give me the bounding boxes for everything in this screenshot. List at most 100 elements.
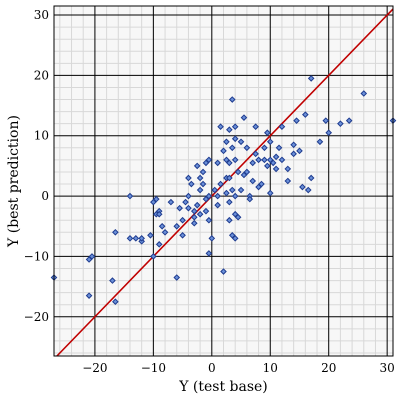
data-point	[252, 123, 259, 130]
data-point	[296, 147, 303, 155]
data-point	[196, 186, 204, 194]
data-point	[202, 207, 210, 215]
data-point	[155, 210, 163, 218]
data-point	[176, 204, 183, 212]
data-points	[50, 75, 397, 305]
data-point	[220, 268, 227, 275]
data-point	[266, 189, 274, 197]
data-point	[190, 213, 198, 221]
data-point	[214, 201, 221, 209]
data-point	[205, 216, 213, 224]
data-point	[261, 144, 268, 152]
data-point	[179, 232, 186, 239]
data-point	[228, 186, 236, 194]
data-point	[205, 156, 213, 164]
data-point	[202, 159, 210, 167]
data-point	[179, 216, 186, 224]
y-tick-label: −10	[24, 249, 49, 263]
data-point	[266, 156, 274, 164]
data-point	[231, 135, 239, 143]
data-point	[231, 156, 239, 164]
data-point	[220, 147, 227, 155]
data-point	[185, 204, 192, 212]
data-point	[226, 174, 233, 182]
x-tick-label: 0	[208, 361, 216, 375]
data-point	[150, 198, 157, 206]
data-point	[228, 232, 236, 239]
data-point	[85, 256, 93, 263]
data-point	[126, 235, 134, 242]
y-tick-label: 20	[34, 68, 49, 82]
data-point	[126, 192, 134, 200]
data-point	[345, 117, 353, 124]
data-point	[304, 186, 312, 194]
data-point	[182, 198, 189, 206]
data-point	[226, 216, 233, 224]
data-point	[278, 156, 286, 164]
data-point	[228, 144, 236, 152]
plot-frame	[53, 5, 394, 357]
x-tick-label: 10	[263, 361, 278, 375]
data-point	[193, 201, 201, 209]
identity-reference-line	[56, 8, 394, 357]
data-point	[199, 180, 207, 188]
data-point	[264, 162, 271, 170]
data-point	[231, 192, 239, 200]
y-tick-label: −20	[24, 310, 49, 324]
major-grid	[54, 6, 393, 356]
x-tick-label: −10	[141, 361, 166, 375]
data-point	[269, 159, 277, 167]
y-tick-label: 0	[41, 189, 49, 203]
data-point	[190, 207, 198, 215]
data-point	[278, 123, 286, 130]
data-point	[337, 120, 344, 127]
data-point	[112, 298, 119, 305]
data-point	[152, 195, 160, 203]
data-point	[307, 75, 315, 82]
data-point	[223, 138, 230, 146]
data-point	[293, 117, 300, 124]
data-point	[205, 192, 213, 200]
data-point	[185, 174, 192, 182]
data-point	[290, 141, 297, 149]
data-point	[211, 186, 219, 194]
data-point	[299, 183, 306, 191]
x-tick-label: −20	[82, 361, 107, 375]
y-tick-label: 10	[34, 129, 49, 143]
data-point	[214, 159, 221, 167]
data-point	[190, 219, 198, 227]
data-point	[246, 195, 254, 203]
data-point	[155, 241, 163, 248]
data-point	[240, 171, 248, 179]
data-point	[231, 210, 239, 218]
data-point	[325, 129, 333, 137]
data-point	[360, 90, 368, 97]
data-point	[208, 235, 216, 242]
data-point	[272, 153, 280, 161]
data-point	[138, 235, 145, 242]
data-point	[261, 156, 268, 164]
data-point	[290, 150, 297, 158]
y-tick-labels: −20 −10 0 10 20 30	[24, 8, 49, 324]
data-point	[284, 177, 292, 185]
y-tick-label: 30	[34, 8, 49, 22]
data-point	[264, 129, 271, 137]
data-point	[202, 195, 210, 203]
data-point	[226, 159, 233, 167]
x-tick-label: 30	[380, 361, 395, 375]
data-point	[258, 180, 265, 188]
data-point	[234, 213, 242, 221]
data-point	[196, 174, 204, 182]
x-axis-title: Y (test base)	[178, 379, 268, 395]
data-point	[255, 183, 262, 191]
data-point	[237, 138, 245, 146]
data-point	[188, 180, 195, 188]
data-point	[252, 150, 259, 158]
data-point	[255, 156, 262, 164]
data-point	[226, 198, 233, 206]
data-point	[167, 198, 175, 206]
data-point	[132, 235, 140, 242]
data-point	[272, 165, 280, 173]
data-point	[150, 253, 157, 260]
